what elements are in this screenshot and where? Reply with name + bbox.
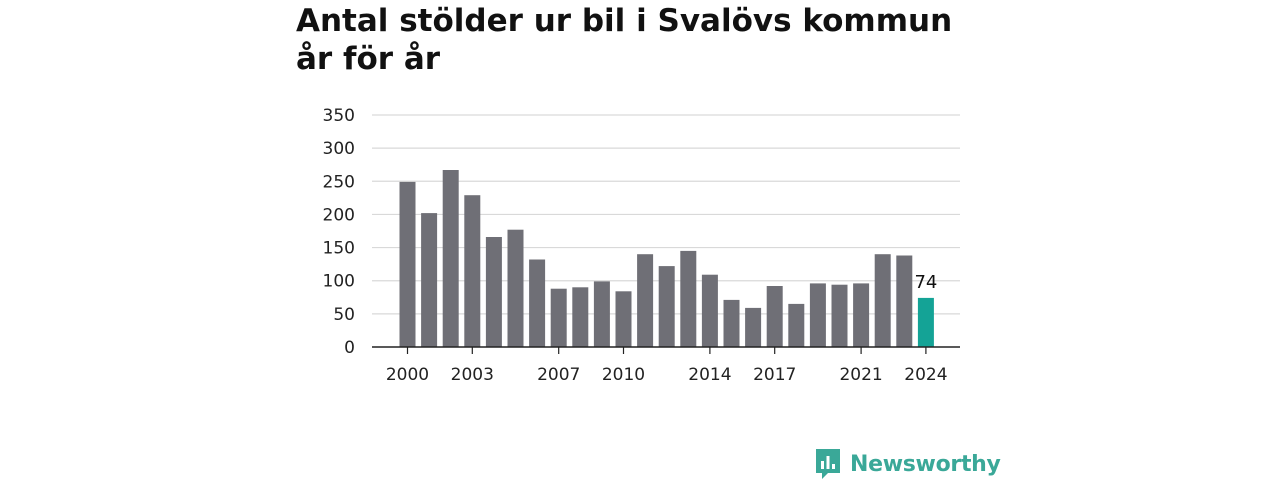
bar-2004 [485,237,502,347]
x-tick-label: 2021 [839,365,882,385]
bar-2018 [788,303,805,347]
y-tick-label: 350 [323,106,355,126]
bars [399,170,934,347]
newsworthy-logo: Newsworthy [814,446,1001,482]
y-tick-label: 250 [323,172,355,192]
bar-2022 [874,254,891,347]
y-tick-label: 300 [323,139,355,159]
y-tick-label: 100 [323,272,355,292]
bar-2008 [572,287,589,347]
bar-2023 [896,255,913,347]
bar-2012 [658,266,675,347]
chart-title: Antal stölder ur bil i Svalövs kommun år… [296,3,953,77]
data-labels: 74 [914,272,937,293]
bar-2014 [701,274,718,347]
bar-2021 [853,283,870,347]
bar-2024 [917,297,934,347]
bar-2007 [550,288,567,347]
bar-2019 [809,283,826,347]
bar-2006 [529,259,546,347]
bar-2017 [766,286,783,347]
x-tick-label: 2010 [602,365,645,385]
x-tick-label: 2000 [386,365,429,385]
bar-2016 [745,307,762,347]
bar-2015 [723,299,740,347]
x-tick-label: 2014 [688,365,731,385]
y-tick-label: 0 [344,338,355,358]
bar-2003 [464,195,481,347]
bar-2010 [615,291,632,347]
bar-2000 [399,181,416,347]
y-axis-ticks: 0 50 100 150 200 250 300 350 [323,106,355,358]
x-tick-label: 2003 [451,365,494,385]
x-tick-label: 2007 [537,365,580,385]
x-tick-label: 2017 [753,365,796,385]
y-tick-label: 200 [323,205,355,225]
bar-2009 [593,281,610,347]
logo-text: Newsworthy [850,451,1001,477]
bar-2005 [507,229,524,347]
bar-2013 [680,250,697,347]
y-tick-label: 50 [333,305,355,325]
y-tick-label: 150 [323,239,355,259]
bar-2020 [831,284,848,347]
bar-2002 [442,170,459,347]
bar-2001 [421,213,438,347]
newsworthy-chart-icon [816,449,840,479]
x-tick-label: 2024 [904,365,947,385]
data-label-2024: 74 [914,272,937,293]
bar-2011 [637,254,654,347]
x-axis: 2000 2003 2007 2010 2014 2017 2021 2024 [372,346,960,385]
